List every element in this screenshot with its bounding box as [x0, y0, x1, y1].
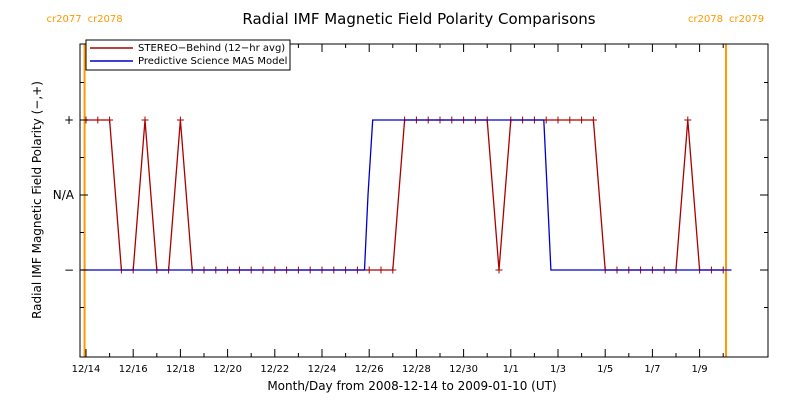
- data-point: [106, 116, 114, 124]
- data-point: [684, 116, 692, 124]
- x-tick-label: 12/20: [213, 364, 242, 375]
- carrington-label-left: cr2078: [688, 14, 723, 25]
- x-tick-label: 1/1: [503, 364, 519, 375]
- x-tick-label: 12/18: [166, 364, 195, 375]
- data-point: [589, 116, 597, 124]
- series-line-model: [81, 119, 732, 271]
- x-tick-label: 1/7: [644, 364, 660, 375]
- x-tick-label: 1/3: [550, 364, 566, 375]
- x-tick-label: 12/26: [355, 364, 384, 375]
- data-point: [377, 266, 385, 274]
- legend-box: [85, 39, 291, 71]
- legend-label-stereo: STEREO−Behind (12−hr avg): [138, 43, 285, 54]
- data-point: [566, 116, 574, 124]
- chart-title: Radial IMF Magnetic Field Polarity Compa…: [242, 10, 595, 28]
- data-point: [365, 266, 373, 274]
- carrington-label-right: cr2078: [88, 14, 123, 25]
- y-tick-label: +: [64, 113, 74, 127]
- x-tick-label: 12/14: [72, 364, 101, 375]
- legend-label-model: Predictive Science MAS Model: [138, 56, 287, 67]
- x-tick-label: 12/30: [449, 364, 478, 375]
- carrington-markers: cr2077 cr2078 cr2078 cr2079: [47, 14, 764, 357]
- carrington-label-left: cr2077: [47, 14, 82, 25]
- data-point: [176, 116, 184, 124]
- x-axis-label: Month/Day from 2008-12-14 to 2009-01-10 …: [267, 379, 556, 393]
- y-tick-label: −: [64, 263, 74, 277]
- data-point: [141, 116, 149, 124]
- data-point: [495, 266, 503, 274]
- plot-frame: [79, 43, 769, 358]
- x-tick-label: 12/24: [308, 364, 337, 375]
- legend: STEREO−Behind (12−hr avg) Predictive Sci…: [85, 39, 291, 71]
- data-point: [578, 116, 586, 124]
- carrington-label-right: cr2079: [729, 14, 764, 25]
- x-tick-label: 12/22: [260, 364, 289, 375]
- data-point: [389, 266, 397, 274]
- y-axis-ticks: + N/A −: [53, 82, 768, 308]
- series-lines: [81, 116, 732, 274]
- data-point: [554, 116, 562, 124]
- x-tick-label: 1/5: [597, 364, 613, 375]
- x-tick-label: 12/16: [119, 364, 148, 375]
- y-tick-label: N/A: [53, 188, 75, 202]
- x-tick-label: 12/28: [402, 364, 431, 375]
- y-axis-label: Radial IMF Magnetic Field Polarity (−,+): [30, 81, 44, 319]
- x-tick-label: 1/9: [692, 364, 708, 375]
- data-point: [94, 116, 102, 124]
